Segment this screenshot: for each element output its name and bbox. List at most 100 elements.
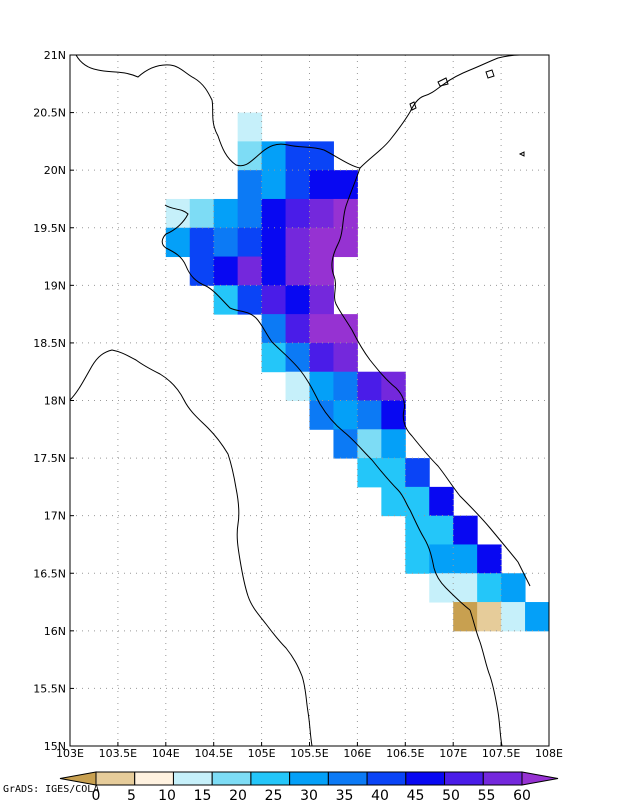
island-3	[518, 151, 525, 157]
data-cell	[429, 573, 454, 603]
colorbar-label: 0	[92, 788, 101, 800]
colorbar: 0 5 10 15 20 25 30 35 40 45 50 55 60	[59, 771, 559, 800]
colorbar-swatch	[289, 771, 329, 786]
colorbar-swatch	[211, 771, 252, 786]
x-tick-label: 106E	[343, 747, 371, 760]
data-cell	[381, 458, 406, 488]
colorbar-swatch	[95, 771, 136, 786]
data-cell	[285, 371, 310, 401]
data-cell	[213, 285, 239, 315]
data-cell	[453, 573, 478, 603]
data-cell	[429, 486, 454, 517]
colorbar-label: 35	[336, 788, 354, 800]
colorbar-label: 15	[194, 788, 212, 800]
data-cell	[429, 515, 454, 545]
data-cell	[237, 112, 263, 142]
data-cell	[381, 400, 406, 430]
coastline-north	[75, 54, 521, 169]
x-tick-label: 104E	[152, 747, 180, 760]
y-tick-label: 21N	[44, 49, 66, 62]
data-cell	[357, 400, 382, 430]
data-cell	[501, 573, 526, 603]
colorbar-swatch	[134, 771, 174, 786]
data-cell	[429, 544, 454, 574]
colorbar-label: 40	[371, 788, 389, 800]
y-tick-label: 19N	[44, 279, 66, 292]
data-cell	[285, 256, 310, 286]
data-cell	[285, 314, 310, 344]
data-cell	[333, 400, 358, 430]
data-cell	[189, 198, 215, 229]
data-cell	[309, 198, 334, 229]
colorbar-swatch	[405, 771, 446, 786]
data-cell	[261, 342, 287, 373]
data-cell	[213, 198, 239, 229]
data-cell	[285, 170, 310, 200]
coastline-inner	[271, 341, 471, 611]
data-cell	[405, 544, 430, 574]
data-cell	[189, 256, 215, 286]
x-tick-label: 107.5E	[482, 747, 520, 760]
data-cell	[261, 285, 287, 315]
colorbar-label: 45	[407, 788, 425, 800]
data-cell	[237, 227, 263, 258]
colorbar-label: 55	[478, 788, 496, 800]
y-tick-label: 15.5N	[33, 682, 66, 695]
data-cell	[381, 429, 406, 459]
border-south	[247, 595, 313, 747]
coastline-central	[331, 167, 531, 587]
data-cell	[477, 573, 502, 603]
data-cell	[309, 342, 334, 373]
data-cell	[405, 515, 430, 545]
y-tick-label: 18N	[44, 395, 66, 408]
colorbar-swatch	[250, 771, 291, 786]
data-cell	[405, 486, 430, 517]
data-cell	[237, 256, 263, 286]
data-cell	[309, 170, 334, 200]
data-cell	[477, 602, 502, 632]
colorbar-swatch	[327, 771, 368, 786]
border-north	[161, 204, 273, 343]
data-cell	[309, 227, 334, 258]
data-cell	[213, 227, 239, 258]
x-tick-label: 104.5E	[194, 747, 232, 760]
data-cell	[285, 198, 310, 229]
data-cell	[237, 170, 263, 200]
data-cell	[333, 429, 358, 459]
data-cell	[501, 602, 526, 632]
data-cell	[261, 170, 287, 200]
data-cell	[333, 227, 358, 258]
data-cell	[309, 285, 334, 315]
data-cell	[357, 458, 382, 488]
colorbar-label: 5	[127, 788, 136, 800]
data-cell	[237, 285, 263, 315]
data-cell	[237, 141, 263, 171]
data-cell	[261, 314, 287, 344]
data-cell	[477, 544, 502, 574]
y-tick-label: 20N	[44, 164, 66, 177]
x-tick-label: 106.5E	[386, 747, 424, 760]
data-cell	[333, 371, 358, 401]
y-tick-label: 17.5N	[33, 452, 66, 465]
data-cell	[309, 256, 334, 286]
x-tick-label: 108E	[535, 747, 563, 760]
y-tick-label: 19.5N	[33, 222, 66, 235]
data-cell	[261, 141, 287, 171]
island-2	[485, 69, 495, 79]
y-tick-label: 20.5N	[33, 107, 66, 120]
data-cell	[165, 198, 191, 229]
y-tick-labels: 15N 15.5N 16N 16.5N 17N 17.5N 18N 18.5N 19N 19.5N…	[33, 49, 74, 753]
island-1	[437, 77, 449, 87]
colorbar-label: 25	[265, 788, 283, 800]
y-tick-label: 17N	[44, 510, 66, 523]
coastline	[69, 54, 531, 747]
data-cell	[357, 371, 382, 401]
colorbar-over-triangle	[521, 771, 559, 786]
y-tick-label: 15N	[44, 740, 66, 753]
data-cell	[333, 198, 358, 229]
colorbar-label: 30	[300, 788, 318, 800]
data-cell	[357, 429, 382, 459]
data-cell	[213, 256, 239, 286]
data-cell	[261, 256, 287, 286]
x-tick-label: 107E	[439, 747, 467, 760]
